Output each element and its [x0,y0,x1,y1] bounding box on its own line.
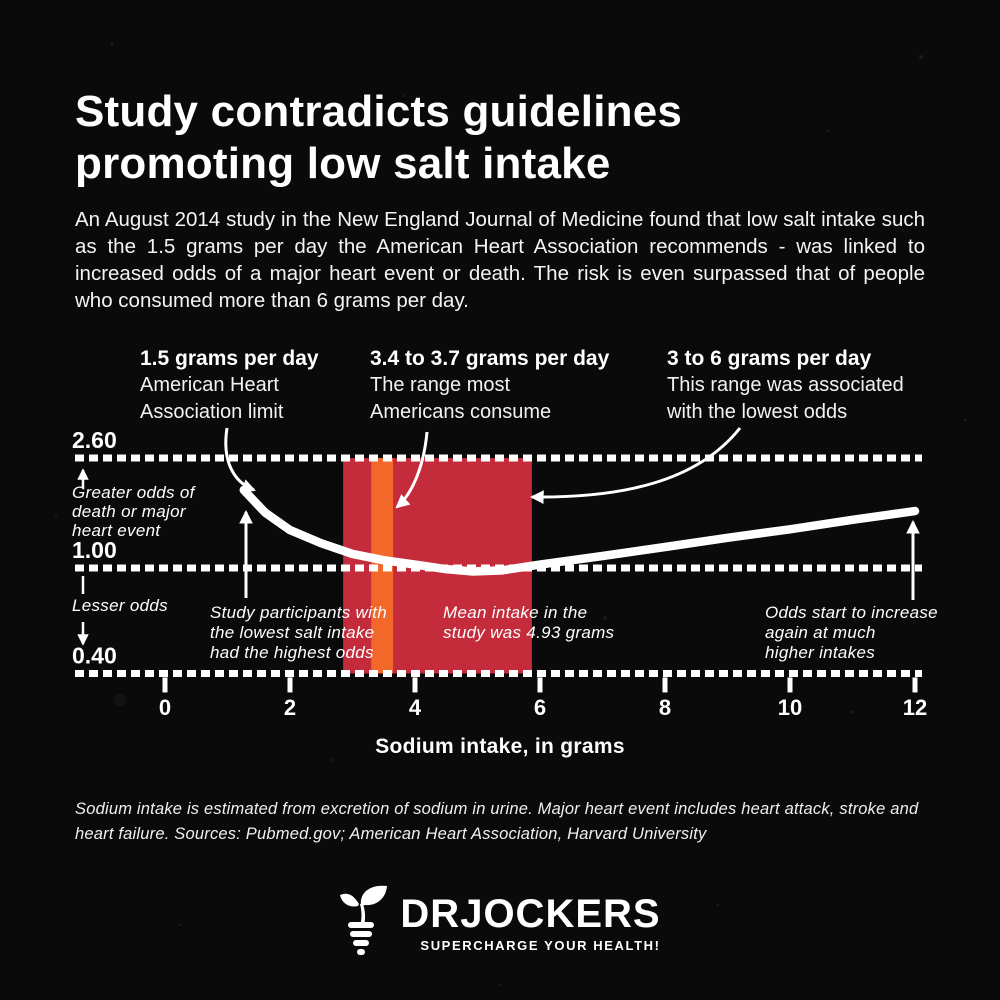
typical-range-arrow [395,431,429,509]
y-tick-label: 0.40 [72,642,117,668]
title-line-1: Study contradicts guidelines [75,87,683,136]
odds-chart: 2.60 1.00 0.40 Greater odds of death or ma… [72,427,938,758]
callout-heading: 3.4 to 3.7 grams per day [370,347,610,370]
high-intake-note: Odds start to increase [765,603,938,622]
callout-lowest-odds-range: 3 to 6 grams per day This range was asso… [667,346,904,426]
callout-heading: 3 to 6 grams per day [667,347,872,370]
callout-text: Americans consume [370,401,552,423]
callout-heading: 1.5 grams per day [140,347,319,370]
lesser-odds-label: Lesser odds [72,596,168,615]
page-title: Study contradicts guidelines promoting lo… [75,86,682,190]
greater-odds-label: Greater odds of [72,483,197,502]
aha-limit-arrow [224,427,256,493]
callout-text: American Heart [140,374,279,396]
sprout-icon [340,885,388,955]
callout-aha-limit: 1.5 grams per day American Heart Associa… [140,346,319,426]
logo-tagline: SUPERCHARGE YOUR HEALTH! [420,938,661,953]
mean-intake-note: Mean intake in the [443,603,587,622]
mean-intake-note: study was 4.93 grams [443,623,615,642]
title-line-2: promoting low salt intake [75,138,611,188]
y-tick-label: 1.00 [72,537,117,563]
callout-text: The range most [370,374,511,396]
callout-text: This range was associated [667,374,904,396]
x-axis-title: Sodium intake, in grams [375,735,625,758]
greater-odds-label: death or major [72,502,187,521]
intro-paragraph: An August 2014 study in the New England … [75,208,925,312]
y-tick-label: 2.60 [72,427,117,453]
x-tick-label: 8 [659,695,671,720]
x-tick-label: 12 [903,695,927,720]
low-intake-note: had the highest odds [210,643,374,662]
x-axis: 0 2 4 6 8 10 12 [159,677,927,720]
odds-curve [239,485,920,576]
logo-wordmark: DRJOCKERS [400,892,661,936]
x-tick-label: 4 [409,695,422,720]
x-tick-label: 0 [159,695,171,720]
callout-text: Association limit [140,401,284,423]
greater-odds-label: heart event [72,521,161,540]
x-tick-label: 6 [534,695,546,720]
callout-text: with the lowest odds [667,401,848,423]
low-intake-note: Study participants with [210,603,387,622]
low-intake-note: the lowest salt intake [210,623,374,642]
x-tick-label: 2 [284,695,296,720]
high-intake-note: higher intakes [765,643,875,662]
high-intake-note: again at much [765,623,876,642]
x-tick-label: 10 [778,695,802,720]
callout-typical-range: 3.4 to 3.7 grams per day The range most … [370,346,609,426]
drjockers-logo: DRJOCKERS SUPERCHARGE YOUR HEALTH! [0,882,1000,956]
source-footnote: Sodium intake is estimated from excretio… [75,800,919,843]
band-typical-american-intake-3.4-to-3.7-grams [371,458,394,674]
lowest-odds-arrow [529,427,742,505]
